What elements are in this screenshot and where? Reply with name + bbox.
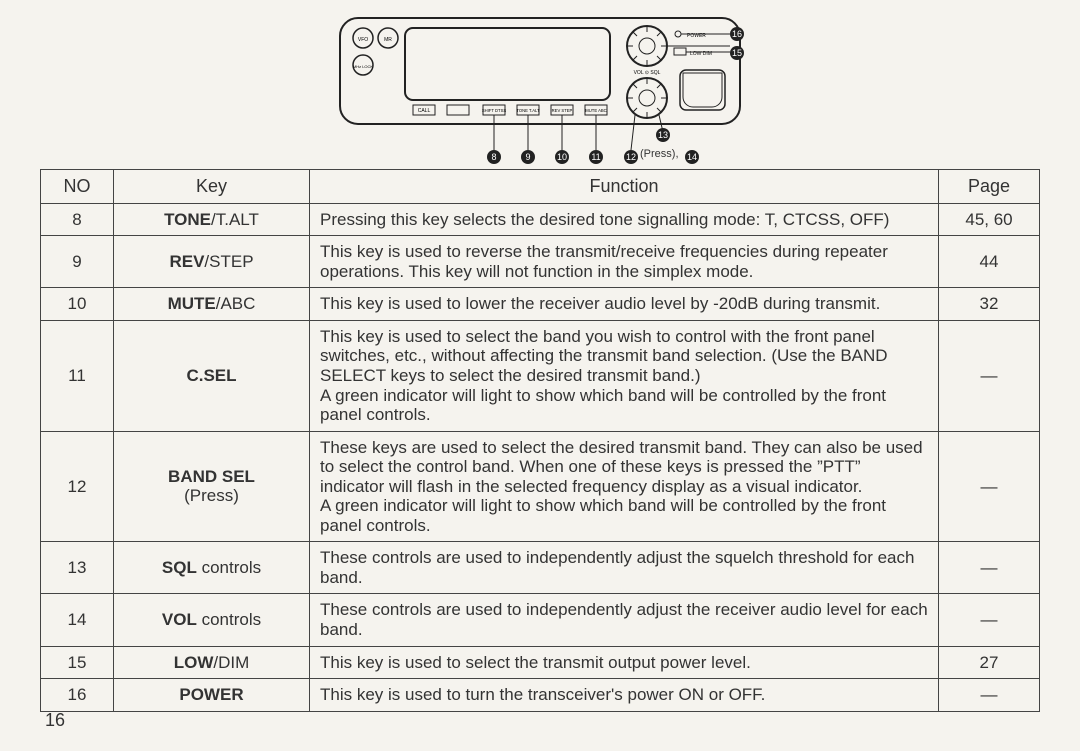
cell-func: These controls are used to independently… (310, 594, 939, 646)
cell-key: MUTE/ABC (114, 288, 310, 321)
table-row: 10MUTE/ABCThis key is used to lower the … (41, 288, 1040, 321)
cell-no: 16 (41, 679, 114, 712)
knob-bottom (627, 78, 667, 118)
cell-func: These controls are used to independently… (310, 542, 939, 594)
table-row: 15LOW/DIMThis key is used to select the … (41, 646, 1040, 679)
radio-diagram: VFO MR MHz LOCK CALL SHIFT DTSS TONE T.A… (335, 10, 745, 165)
lbl-volsql: VOL ⊙ SQL (634, 70, 661, 76)
cell-page: 45, 60 (939, 203, 1040, 236)
th-no: NO (41, 170, 114, 204)
callout-16: 16 (730, 27, 744, 41)
cell-key: TONE/T.ALT (114, 203, 310, 236)
cell-page: — (939, 679, 1040, 712)
cell-key: LOW/DIM (114, 646, 310, 679)
function-table: NO Key Function Page 8TONE/T.ALTPressing… (40, 169, 1040, 712)
cell-no: 9 (41, 236, 114, 288)
knob-top (627, 26, 667, 66)
callout-14: 14 (685, 150, 699, 164)
cell-no: 14 (41, 594, 114, 646)
cell-page: 27 (939, 646, 1040, 679)
cell-key: BAND SEL(Press) (114, 431, 310, 542)
page-number: 16 (45, 710, 65, 731)
cell-page: 32 (939, 288, 1040, 321)
cell-no: 8 (41, 203, 114, 236)
table-row: 16POWERThis key is used to turn the tran… (41, 679, 1040, 712)
btn-mhz: MHz LOCK (353, 64, 374, 69)
callout-8: 8 (487, 150, 501, 164)
cell-key: C.SEL (114, 320, 310, 431)
lbl-shift: SHIFT DTSS (482, 108, 507, 113)
cell-key: VOL controls (114, 594, 310, 646)
table-row: 14VOL controlsThese controls are used to… (41, 594, 1040, 646)
table-row: 9REV/STEPThis key is used to reverse the… (41, 236, 1040, 288)
cell-page: — (939, 594, 1040, 646)
cell-func: This key is used to lower the receiver a… (310, 288, 939, 321)
cell-page: — (939, 542, 1040, 594)
lbl-tone: TONE T.ALT (516, 108, 540, 113)
cell-func: Pressing this key selects the desired to… (310, 203, 939, 236)
cell-key: REV/STEP (114, 236, 310, 288)
table-row: 11C.SELThis key is used to select the ba… (41, 320, 1040, 431)
cell-page: 44 (939, 236, 1040, 288)
cell-page: — (939, 320, 1040, 431)
cell-no: 13 (41, 542, 114, 594)
cell-key: SQL controls (114, 542, 310, 594)
cell-no: 11 (41, 320, 114, 431)
cell-no: 10 (41, 288, 114, 321)
callout-11: 11 (589, 150, 603, 164)
cell-func: This key is used to turn the transceiver… (310, 679, 939, 712)
lbl-mute: MUTE ABC (585, 108, 606, 113)
callout-15: 15 (730, 46, 744, 60)
btn-vfo: VFO (358, 37, 368, 43)
cell-no: 15 (41, 646, 114, 679)
table-row: 12BAND SEL(Press)These keys are used to … (41, 431, 1040, 542)
cell-func: These keys are used to select the desire… (310, 431, 939, 542)
table-header-row: NO Key Function Page (41, 170, 1040, 204)
callout-9: 9 (521, 150, 535, 164)
lbl-call: CALL (418, 108, 431, 114)
callout-13: 13 (656, 128, 670, 142)
manual-page: VFO MR MHz LOCK CALL SHIFT DTSS TONE T.A… (0, 0, 1080, 751)
btn-mr: MR (384, 37, 392, 43)
cell-func: This key is used to reverse the transmit… (310, 236, 939, 288)
table-row: 8TONE/T.ALTPressing this key selects the… (41, 203, 1040, 236)
cell-key: POWER (114, 679, 310, 712)
cell-page: — (939, 431, 1040, 542)
callout-10: 10 (555, 150, 569, 164)
cell-func: This key is used to select the transmit … (310, 646, 939, 679)
th-page: Page (939, 170, 1040, 204)
th-key: Key (114, 170, 310, 204)
cell-func: This key is used to select the band you … (310, 320, 939, 431)
radio-svg: VFO MR MHz LOCK CALL SHIFT DTSS TONE T.A… (335, 10, 745, 165)
th-func: Function (310, 170, 939, 204)
cell-no: 12 (41, 431, 114, 542)
callout-12: 12 (624, 150, 638, 164)
lbl-rev: REV STEP (552, 108, 573, 113)
press-label: (Press), (640, 148, 679, 160)
table-row: 13SQL controlsThese controls are used to… (41, 542, 1040, 594)
